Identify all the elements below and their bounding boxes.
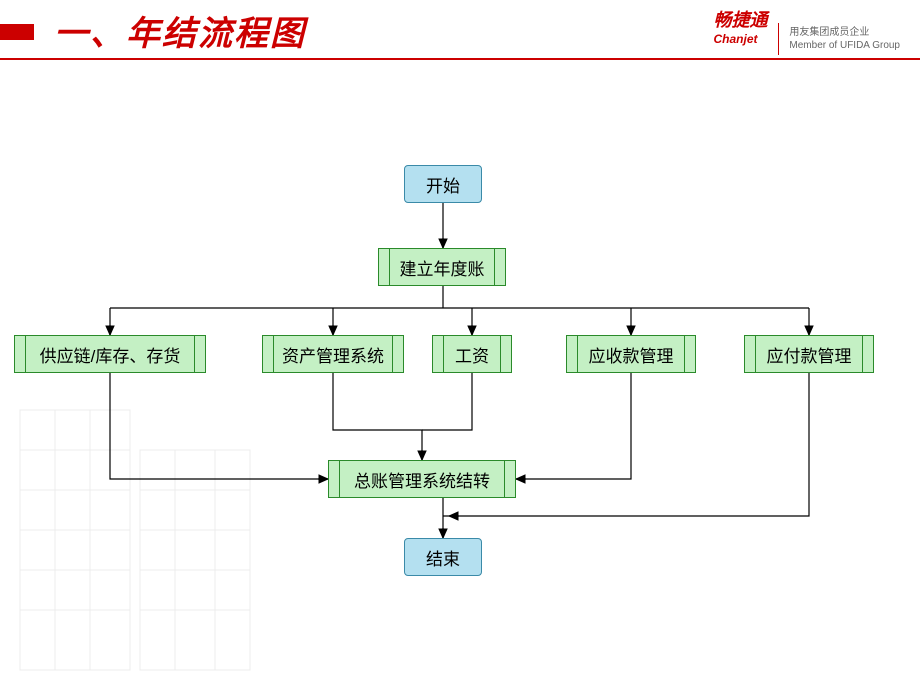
brand-logo: 畅捷通 Chanjet 用友集团成员企业 Member of UFIDA Gro… (714, 6, 901, 55)
node-supply: 供应链/库存、存货 (14, 335, 206, 373)
logo-text-sub: Chanjet (714, 32, 768, 46)
node-ap: 应付款管理 (744, 335, 874, 373)
node-salary: 工资 (432, 335, 512, 373)
node-ar: 应收款管理 (566, 335, 696, 373)
page-title: 一、年结流程图 (54, 6, 306, 55)
node-gl: 总账管理系统结转 (328, 460, 516, 498)
node-asset: 资产管理系统 (262, 335, 404, 373)
header: 一、年结流程图 畅捷通 Chanjet 用友集团成员企业 Member of U… (0, 0, 920, 60)
node-end: 结束 (404, 538, 482, 576)
logo-tagline: 用友集团成员企业 Member of UFIDA Group (789, 26, 900, 52)
logo-divider (778, 23, 779, 55)
logo-text-main: 畅捷通 Chanjet (714, 6, 768, 46)
node-create: 建立年度账 (378, 248, 506, 286)
node-start: 开始 (404, 165, 482, 203)
header-accent-bar (0, 24, 34, 40)
flowchart: 开始建立年度账供应链/库存、存货 资产管理系统工资 应收款管理 应付款管理总账管理系统… (0, 60, 920, 680)
